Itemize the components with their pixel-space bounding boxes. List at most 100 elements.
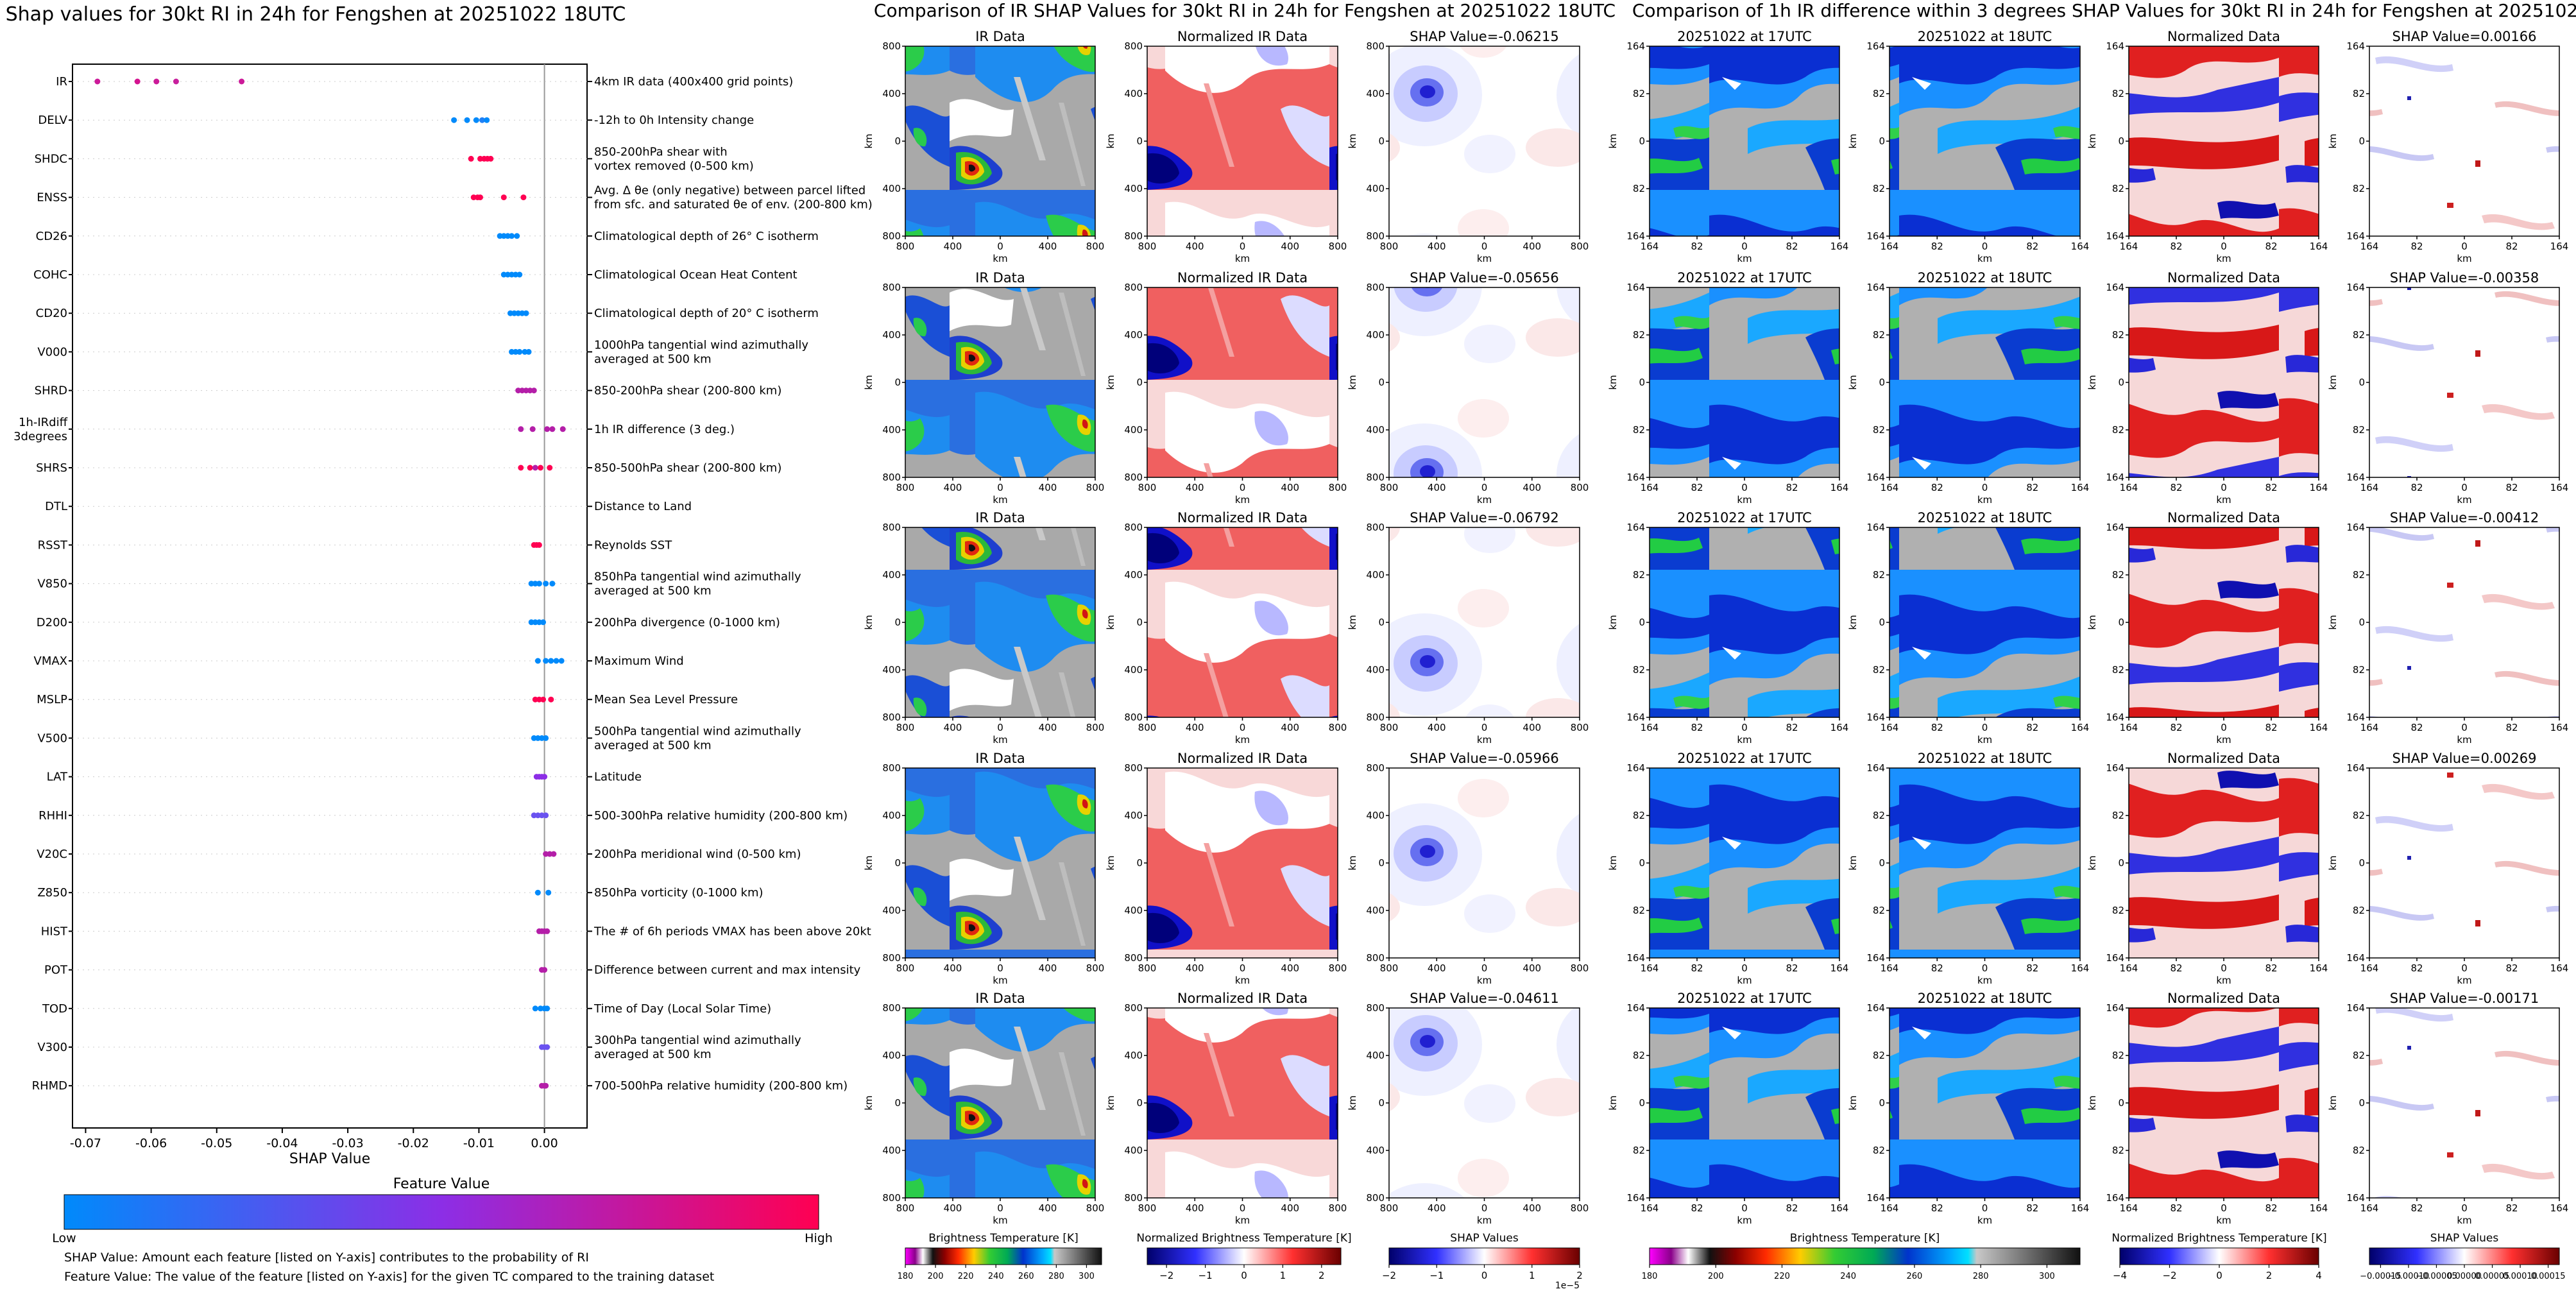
y-tick-label: 82 (2353, 810, 2365, 821)
x-tick-label: 800 (1138, 962, 1157, 974)
shap-point (523, 310, 529, 316)
shap-value: 0.00166 (2481, 29, 2537, 44)
colorbar-tick-label: 1 (1529, 1270, 1535, 1281)
feature-description: 1h IR difference (3 deg.) (594, 423, 735, 436)
x-tick-label: 0 (1481, 482, 1488, 493)
x-tick-label: 164 (2120, 482, 2138, 493)
x-tick-label: 0 (1982, 722, 1988, 733)
y-axis-label: km (1847, 1095, 1859, 1110)
colorbar-tick-label: −2 (1382, 1270, 1396, 1281)
x-tick-label: 164 (1641, 241, 1659, 252)
y-tick-label: 164 (1866, 952, 1885, 964)
y-tick-label: 82 (1873, 569, 1885, 581)
shap-prefix: SHAP Value= (2393, 751, 2481, 766)
y-tick-label: 82 (2112, 810, 2124, 821)
y-tick-label: 0 (2358, 617, 2365, 628)
feature-label: D200 (37, 616, 67, 629)
x-tick-label: 164 (2120, 722, 2138, 733)
y-tick-label: 400 (882, 1145, 901, 1156)
y-tick-label: 400 (1124, 1050, 1143, 1061)
y-axis-label: km (2327, 855, 2339, 870)
feature-description: 1000hPa tangential wind azimuthally (594, 338, 808, 352)
x-tick-label: 164 (2360, 1202, 2379, 1214)
x-axis-label: km (1477, 975, 1492, 986)
y-tick-label: 0 (2358, 1097, 2365, 1109)
y-tick-label: 800 (1366, 282, 1385, 293)
heatmap-image (1889, 287, 2081, 478)
heatmap-image (1388, 527, 1580, 718)
x-tick-label: 0 (2461, 722, 2468, 733)
heatmap-image (2128, 767, 2319, 959)
y-tick-label: 0 (894, 135, 901, 147)
y-tick-label: 400 (882, 183, 901, 194)
y-tick-label: 82 (1873, 88, 1885, 99)
x-tick-label: 82 (1931, 722, 1943, 733)
x-tick-label: 0 (2461, 1202, 2468, 1214)
shap-value-title: SHAP Value=-0.05966 (1410, 751, 1559, 766)
y-tick-label: 164 (1626, 522, 1645, 533)
y-tick-label: 82 (2112, 329, 2124, 341)
shap-point (543, 581, 549, 587)
colorbar-tick-label: 300 (1079, 1272, 1095, 1281)
shap-value: -0.04611 (1498, 991, 1558, 1006)
y-tick-label: 164 (2346, 40, 2365, 52)
feature-description: 700-500hPa relative humidity (200-800 km… (594, 1079, 848, 1093)
feature-description: Reynolds SST (594, 538, 672, 552)
y-tick-label: 164 (2106, 762, 2124, 774)
y-tick-label: 0 (2118, 377, 2124, 388)
x-axis-label: km (1235, 975, 1250, 986)
y-tick-label: 0 (1136, 857, 1143, 869)
y-tick-label: 164 (2106, 40, 2124, 52)
y-axis-label: km (2327, 375, 2339, 389)
heatmap-image (1889, 1007, 2081, 1199)
y-tick-label: 82 (2353, 664, 2365, 676)
y-tick-label: 0 (2118, 617, 2124, 628)
y-tick-label: 82 (2112, 569, 2124, 581)
panel-title: Normalized IR Data (1177, 29, 1308, 44)
shap-point (540, 619, 547, 626)
y-tick-label: 0 (2118, 1097, 2124, 1109)
heatmap-image (2128, 46, 2319, 237)
y-tick-label: 800 (1124, 952, 1143, 964)
y-tick-label: 0 (1879, 617, 1885, 628)
x-tick-label: 82 (2026, 722, 2038, 733)
y-axis-label: km (1847, 133, 1859, 148)
shap-point (542, 967, 548, 973)
heatmap-image (1649, 1007, 1840, 1199)
x-tick-label: 82 (2410, 722, 2423, 733)
y-axis-label: km (2327, 133, 2339, 148)
panel-title: Normalized Data (2167, 991, 2280, 1006)
x-tick-label: 0 (1982, 962, 1988, 974)
y-axis-label: km (1347, 1095, 1358, 1110)
y-tick-label: 0 (1136, 1097, 1143, 1109)
x-axis-label: km (1477, 1215, 1492, 1226)
y-tick-label: 82 (1633, 664, 1645, 676)
colorbar-tick-label: 240 (988, 1272, 1004, 1281)
x-tick-label: 82 (2505, 962, 2518, 974)
x-tick-label: 164 (1881, 722, 1899, 733)
x-tick-label: 800 (1571, 1202, 1589, 1214)
y-tick-label: 400 (1124, 810, 1143, 821)
y-tick-label: 164 (2106, 282, 2124, 293)
shap-point (558, 658, 565, 664)
shap-point (559, 426, 566, 432)
colorbar-label: Brightness Temperature [K] (1790, 1232, 1940, 1245)
x-axis-label: km (993, 734, 1007, 746)
y-tick-label: 164 (1626, 1192, 1645, 1204)
feature-label: SHRS (36, 461, 67, 475)
heatmap-image (2128, 1007, 2319, 1199)
feature-label: TOD (42, 1002, 67, 1016)
shap-point (153, 78, 160, 85)
heatmap-image (1649, 287, 1840, 478)
feature-label: 1h-IRdiff (19, 416, 68, 429)
y-axis-label: km (1347, 615, 1358, 629)
x-axis-label: km (1235, 494, 1250, 506)
x-axis-label: km (993, 253, 1007, 264)
shap-point (516, 271, 523, 278)
y-axis-label: km (1847, 615, 1859, 629)
feature-label: RSST (38, 538, 68, 552)
shap-value: -0.00171 (2478, 991, 2539, 1006)
x-tick-label: 800 (896, 722, 915, 733)
y-tick-label: 82 (2112, 1050, 2124, 1061)
y-tick-label: 800 (1124, 282, 1143, 293)
